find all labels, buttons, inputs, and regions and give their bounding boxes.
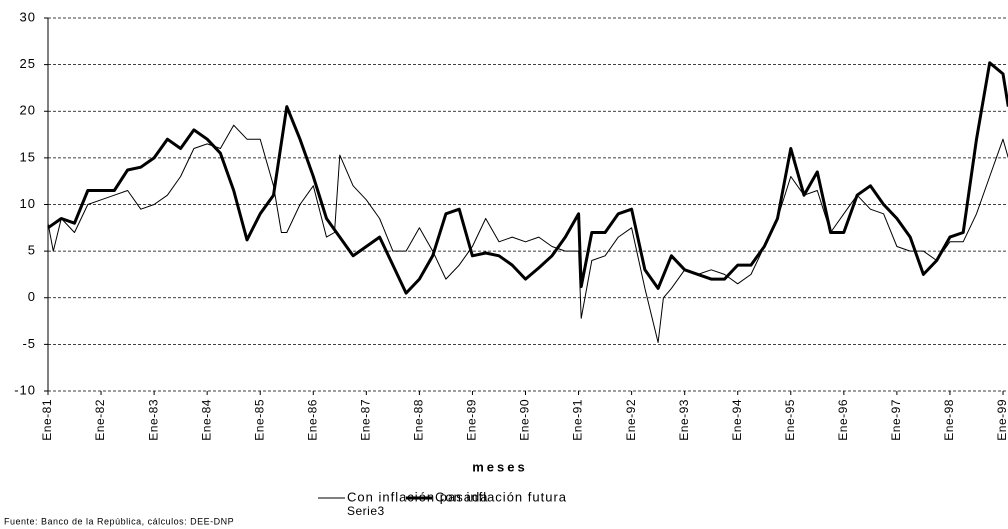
x-tick-label: Ene-83 bbox=[146, 399, 160, 441]
series-line bbox=[47, 61, 1008, 295]
x-axis-label: meses bbox=[472, 459, 527, 474]
y-tick-label: 10 bbox=[20, 196, 36, 211]
source: Fuente: Banco de la República, cálculos:… bbox=[4, 516, 234, 526]
x-tick-label: Ene-94 bbox=[730, 399, 744, 441]
y-tick-label: 5 bbox=[28, 243, 36, 258]
x-tick-label: Ene-93 bbox=[677, 399, 691, 441]
legend-label: Con inflación futura bbox=[435, 489, 567, 504]
y-tick-label: 15 bbox=[20, 149, 36, 164]
x-tick-label: Ene-91 bbox=[571, 399, 585, 441]
y-tick-label: -10 bbox=[14, 382, 36, 397]
x-tick-label: Ene-92 bbox=[624, 399, 638, 441]
x-tick-label: Ene-97 bbox=[889, 399, 903, 441]
stray-label: Serie3 bbox=[347, 504, 385, 518]
x-tick-label: Ene-89 bbox=[465, 399, 479, 441]
x-tick-label: Ene-95 bbox=[783, 399, 797, 441]
x-tick-label: Ene-84 bbox=[199, 399, 213, 441]
series-line bbox=[47, 124, 1008, 343]
x-tick-label: Ene-86 bbox=[305, 399, 319, 441]
y-tick-label: 25 bbox=[20, 56, 36, 71]
x-tick-label: Ene-88 bbox=[412, 399, 426, 441]
y-tick-label: 0 bbox=[28, 289, 36, 304]
x-tick-label: Ene-99 bbox=[995, 399, 1008, 441]
y-tick-label: 30 bbox=[20, 9, 36, 24]
y-tick-label: 20 bbox=[20, 103, 36, 118]
x-tick-label: Ene-90 bbox=[518, 399, 532, 441]
x-tick-label: Ene-98 bbox=[942, 399, 956, 441]
x-tick-label: Ene-96 bbox=[836, 399, 850, 441]
x-tick-label: Ene-85 bbox=[252, 399, 266, 441]
y-tick-label: -5 bbox=[22, 336, 36, 351]
x-tick-label: Ene-82 bbox=[93, 399, 107, 441]
x-tick-label: Ene-81 bbox=[40, 399, 54, 441]
x-tick-label: Ene-87 bbox=[359, 399, 373, 441]
